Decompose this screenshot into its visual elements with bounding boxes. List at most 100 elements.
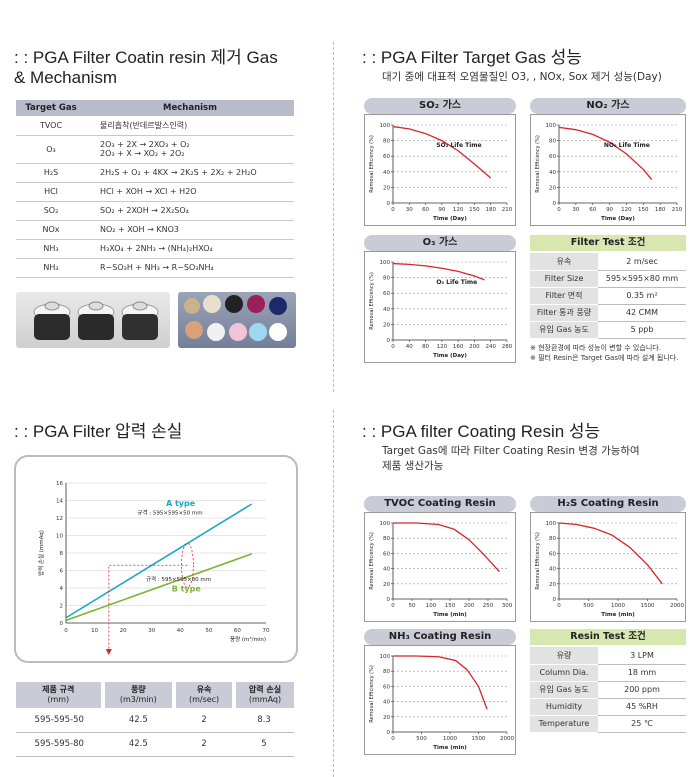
table-cell: 42.5 [102, 732, 175, 757]
condition-label: Humidity [530, 698, 598, 716]
arrow-down-icon [105, 649, 112, 655]
y-tick-label: 60 [383, 154, 390, 160]
y-tick-label: 60 [383, 291, 390, 297]
condition-label: Temperature [530, 715, 598, 733]
table-header-line: (mmAq) [248, 695, 282, 704]
table-row: Filter 통과 풍량 42 CMM [530, 304, 686, 322]
x-tick-label: 120 [453, 207, 464, 213]
condition-label: 유입 Gas 농도 [530, 681, 598, 699]
mechanism-cell: NO₂ + XOH → KNO3 [86, 220, 294, 240]
target-gas-cell: NH₃ [16, 239, 86, 259]
x-tick-label: 30 [406, 207, 413, 213]
x-tick-label: 30 [148, 628, 155, 634]
y-axis-label: Removal Efficiency (%) [369, 665, 375, 723]
x-axis-label: Time (min) [601, 612, 635, 618]
y-axis-label: Removal Efficiency (%) [369, 272, 375, 330]
y-tick-label: 20 [383, 715, 390, 721]
x-tick-label: 80 [422, 344, 429, 350]
mechanism-table: Target Gas Mechanism TVOC 물리흡착(반데르발스인력) O₃… [16, 100, 294, 278]
pressure-chart-panel: 0 2 4 6 8 10 12 14 16 0 10 20 30 40 50 60 70 풍량 (m³/min) 압… [14, 455, 298, 663]
y-tick-label: 80 [383, 139, 390, 145]
x-tick-label: 30 [572, 207, 579, 213]
x-axis-label: Time (Day) [433, 353, 467, 359]
x-axis-label: 풍량 (m³/min) [230, 636, 266, 643]
x-tick-label: 250 [483, 603, 494, 609]
legend-label-a: A type [166, 499, 196, 508]
x-tick-label: 200 [469, 344, 480, 350]
table-row: NH₃ R−SO₃H + NH₃ → R−SO₃NH₄ [16, 258, 294, 278]
table-row: NOx NO₂ + XOH → KNO3 [16, 220, 294, 240]
target-gas-cell: HCl [16, 182, 86, 202]
y-tick-label: 8 [60, 551, 64, 557]
mechanism-cell: 물리흡착(반데르발스인력) [86, 116, 294, 136]
table-row: H₂S 2H₂S + O₂ + 4KX → 2K₂S + 2X₂ + 2H₂O [16, 163, 294, 183]
condition-label: Filter Size [530, 270, 598, 288]
series-line [392, 125, 492, 179]
o3-chart-title: O₃ 가스 [364, 235, 516, 251]
x-tick-label: 1500 [641, 603, 655, 609]
table-row: 유량 3 LPM [530, 647, 686, 665]
column-divider [333, 42, 334, 392]
x-tick-label: 0 [64, 628, 68, 634]
y-tick-label: 80 [383, 276, 390, 282]
mechanism-equation: SO₂ + 2XOH → 2X₂SO₄ [100, 206, 189, 215]
o3-chart: 0 20 40 60 80 100 0 40 80 120 160 200 240 280 Time (Da… [369, 260, 513, 359]
y-tick-label: 6 [60, 569, 64, 575]
tvoc-chart: 0 20 40 60 80 100 0 50 100 150 200 250 300 Time (min)… [369, 521, 513, 618]
condition-value: 3 LPM [598, 647, 686, 665]
y-axis-label: Removal Efficiency (%) [369, 135, 375, 193]
life-time-annotation: O₃ Life Time [436, 279, 477, 286]
x-tick-label: 0 [391, 736, 395, 742]
condition-value: 45 %RH [598, 698, 686, 716]
spec-label-b: 규격 : 595×595×80 mm [146, 576, 211, 583]
series-line [393, 655, 488, 710]
x-tick-label: 150 [469, 207, 480, 213]
x-tick-label: 300 [502, 603, 513, 609]
x-tick-label: 120 [621, 207, 632, 213]
table-row: Temperature 25 ℃ [530, 715, 686, 733]
mechanism-title: : : PGA Filter Coatin resin 제거 Gas & Mec… [14, 48, 278, 87]
y-axis-label: 압력 손실 (mmAq) [37, 530, 45, 576]
condition-label: 유량 [530, 647, 598, 665]
table-row: SO₂ SO₂ + 2XOH → 2X₂SO₄ [16, 201, 294, 221]
no2-chart: 0 20 40 60 80 100 0 30 60 90 120 150 180 210 Time (Day… [535, 123, 683, 222]
condition-value: 595×595×80 mm [598, 270, 686, 288]
condition-label: Column Dia. [530, 664, 598, 682]
h2s-chart-title: H₂S Coating Resin [530, 496, 686, 512]
y-tick-label: 0 [387, 338, 391, 344]
condition-value: 42 CMM [598, 304, 686, 322]
so2-chart: 0 20 40 60 80 100 0 30 60 90 120 150 180 210 Time (Day… [369, 123, 513, 222]
table-row: NH₃ H₃XO₄ + 2NH₃ → (NH₄)₂HXO₄ [16, 239, 294, 259]
condition-label: Filter 면적 [530, 287, 598, 305]
series-line [393, 522, 500, 573]
series-line [392, 262, 485, 281]
target-gas-cell: H₂S [16, 163, 86, 183]
table-header-line: (mm) [47, 695, 70, 704]
resin-samples-photo [178, 292, 296, 348]
life-time-annotation: SO₂ Life Time [436, 142, 481, 149]
column-divider [333, 410, 334, 777]
mechanism-cell: R−SO₃H + NH₃ → R−SO₃NH₄ [86, 258, 294, 278]
y-tick-label: 0 [387, 730, 391, 736]
table-header-line: (m3/min) [119, 695, 157, 704]
table-cell: 5 [234, 732, 294, 757]
table-row: Filter 면적 0.35 m² [530, 287, 686, 305]
table-cell: 8.3 [234, 708, 294, 733]
mechanism-cell: H₃XO₄ + 2NH₃ → (NH₄)₂HXO₄ [86, 239, 294, 259]
nh3-chart-title: NH₃ Coating Resin [364, 629, 516, 645]
mechanism-equation: 2H₂S + O₂ + 4KX → 2K₂S + 2X₂ + 2H₂O [100, 168, 257, 177]
canister-illustration [33, 301, 159, 340]
canister [33, 301, 71, 340]
y-tick-label: 20 [383, 322, 390, 328]
condition-value: 200 ppm [598, 681, 686, 699]
condition-label: Filter 통과 풍량 [530, 304, 598, 322]
x-tick-label: 210 [672, 207, 683, 213]
y-tick-label: 4 [60, 586, 64, 592]
tvoc-chart-panel: 0 20 40 60 80 100 0 50 100 150 200 250 300 Time (min)… [364, 512, 516, 622]
table-cell: 42.5 [102, 708, 175, 733]
y-tick-label: 100 [546, 123, 557, 129]
so2-chart-panel: 0 20 40 60 80 100 0 30 60 90 120 150 180 210 Time (Day… [364, 114, 516, 226]
mechanism-cell: HCl + XOH → XCl + H2O [86, 182, 294, 202]
